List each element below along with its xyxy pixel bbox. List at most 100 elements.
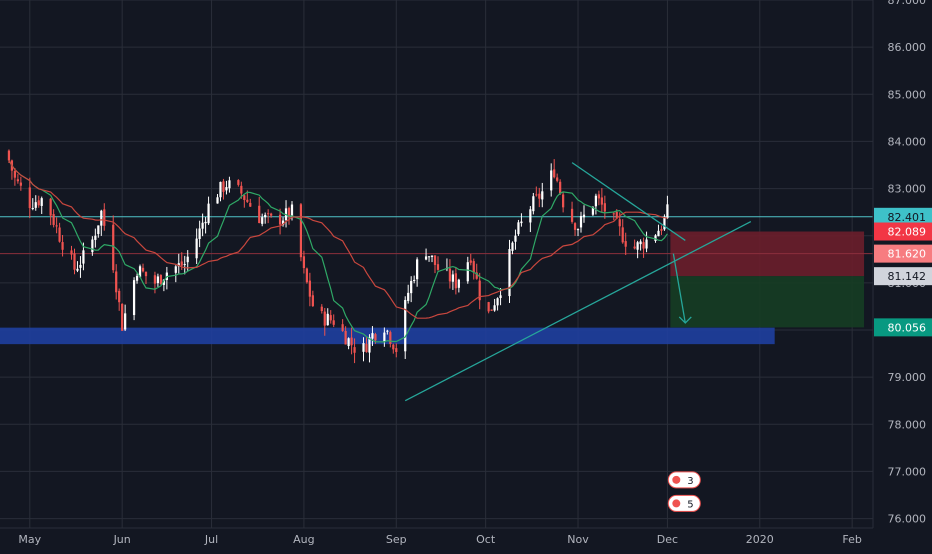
candle-body — [31, 208, 34, 210]
candle-body — [40, 198, 43, 206]
time-tick-label: Oct — [476, 533, 496, 546]
candle-body — [49, 198, 52, 216]
candle-body — [487, 302, 490, 312]
candle-body — [576, 229, 580, 231]
candle-body — [642, 242, 645, 249]
time-axis-bg — [0, 528, 932, 550]
price-tick-label: 87.000 — [888, 0, 927, 7]
candle-body — [13, 170, 17, 178]
candle-body — [433, 255, 437, 265]
candle-body — [493, 305, 496, 311]
time-tick-label: 2020 — [746, 533, 774, 546]
candle-body — [261, 217, 264, 224]
candle-body — [594, 195, 598, 207]
event-marker-count: 3 — [687, 476, 693, 487]
candle-body — [124, 313, 127, 330]
price-tick-label: 79.000 — [888, 371, 927, 384]
candle-body — [368, 337, 371, 353]
price-tick-label: 77.000 — [888, 465, 927, 478]
price-tick-label: 84.000 — [888, 135, 927, 148]
candle-body — [582, 214, 586, 218]
candle-body — [112, 224, 115, 271]
candle-body — [389, 332, 392, 344]
time-axis[interactable]: May Jun Jul Aug Sep Oct Nov Dec 2020 Feb — [0, 527, 932, 550]
candle-body — [570, 208, 574, 222]
candle-body — [371, 333, 374, 339]
candle-body — [228, 180, 231, 189]
candle-body — [79, 264, 82, 268]
candle-body — [520, 221, 523, 224]
candle-body — [91, 239, 94, 253]
horizontal-lines — [0, 216, 873, 255]
price-label-text: 81.620 — [888, 248, 927, 261]
candle-body — [243, 195, 246, 201]
candle-body — [299, 204, 303, 258]
price-label-box — [874, 207, 932, 226]
candle-body — [177, 263, 180, 267]
candle-body — [216, 197, 219, 204]
candle-body — [240, 185, 243, 194]
candle-body — [141, 267, 145, 272]
candle-body — [600, 197, 603, 205]
candle-body — [508, 249, 511, 297]
candle-body — [264, 214, 267, 218]
candle-body — [287, 208, 291, 218]
candle-body — [475, 272, 478, 279]
candle-body — [529, 209, 532, 223]
price-tick-label: 83.000 — [888, 183, 927, 196]
candle-body — [499, 295, 502, 298]
candle-body — [19, 182, 22, 186]
candle-body — [135, 275, 139, 281]
candle-body — [454, 273, 457, 289]
candle-body — [591, 206, 595, 215]
price-label-box — [874, 244, 932, 263]
ma-slow-line — [8, 160, 668, 319]
candle-body — [341, 324, 344, 331]
target-zone — [670, 276, 865, 328]
price-tick-label: 85.000 — [888, 88, 927, 101]
time-tick-label: Feb — [842, 533, 861, 546]
candle-body — [579, 215, 583, 228]
candle-body — [550, 170, 553, 191]
candle-body — [180, 261, 183, 266]
candle-body — [201, 222, 204, 229]
candle-body — [138, 266, 142, 278]
candle-body — [302, 256, 306, 269]
candle-body — [34, 202, 37, 208]
candle-body — [612, 213, 615, 215]
candle-body — [225, 187, 228, 191]
event-markers[interactable]: 35 — [667, 471, 701, 512]
candle-body — [28, 187, 31, 209]
candle-body — [362, 343, 365, 352]
price-labels: 82.401 82.089 81.620 81.142 80.056 — [874, 207, 932, 337]
price-label-text: 81.142 — [888, 270, 927, 283]
candle-body — [76, 268, 79, 271]
candle-body — [633, 246, 636, 249]
candle-body — [204, 221, 207, 224]
candle-body — [246, 199, 249, 202]
support-zone — [0, 327, 775, 345]
event-marker-icon — [672, 475, 681, 484]
candle-body — [353, 347, 356, 353]
candle-body — [58, 227, 61, 242]
candle-body — [61, 242, 64, 250]
candle-body — [153, 275, 157, 284]
candle-body — [472, 261, 475, 273]
price-label-text: 82.089 — [888, 226, 927, 239]
candle-body — [52, 214, 55, 225]
candle-body — [144, 271, 148, 277]
time-tick-label: Nov — [567, 533, 589, 546]
candle-body — [37, 200, 40, 206]
candle-body — [326, 313, 329, 326]
candle-body — [320, 306, 323, 312]
candle-body — [430, 255, 434, 257]
candle-body — [323, 311, 326, 326]
candle-body — [267, 213, 270, 215]
candle-body — [258, 205, 261, 224]
time-tick-label: May — [18, 533, 41, 546]
candle-body — [7, 150, 11, 161]
candle-body — [436, 264, 440, 270]
candle-body — [305, 268, 309, 283]
